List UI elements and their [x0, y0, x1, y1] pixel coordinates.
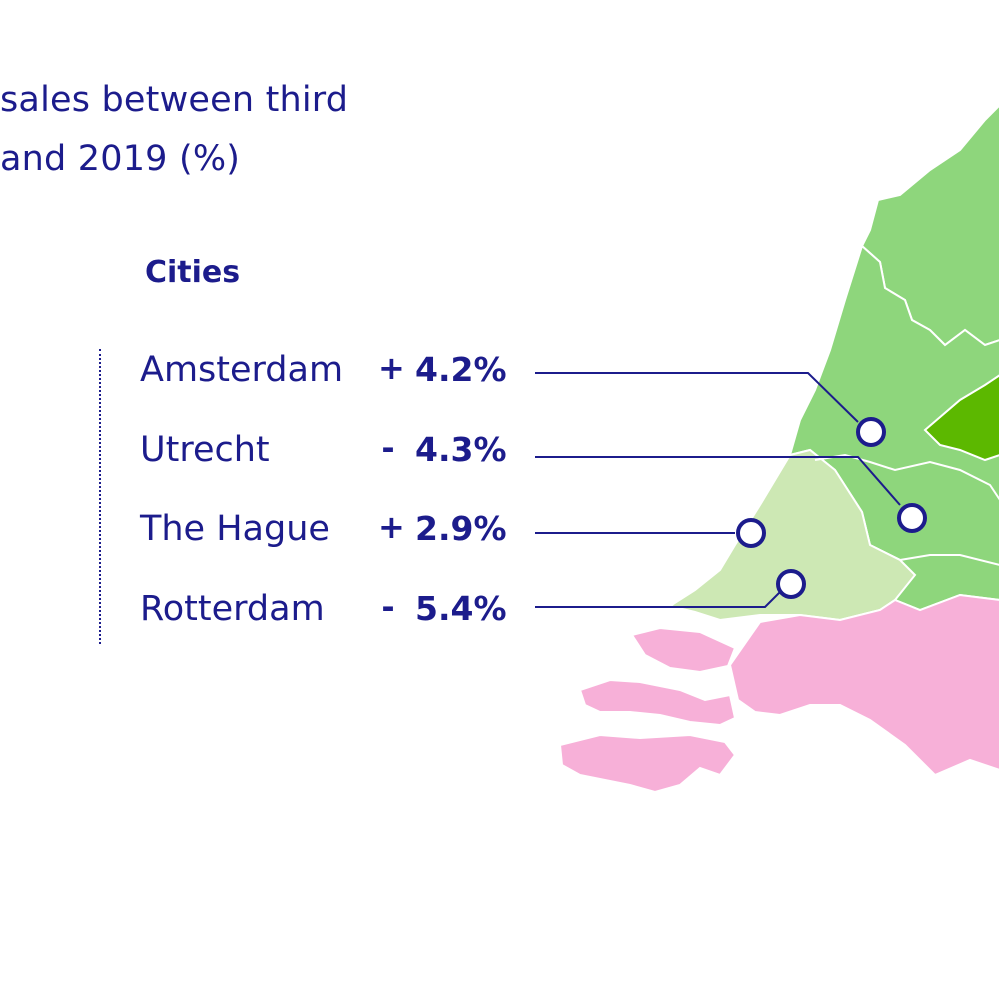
leader-line-amsterdam	[535, 372, 859, 423]
map-title-line-2: and 2019 (%)	[0, 139, 241, 179]
map-region-zeeland-mid	[578, 678, 737, 727]
legend-city-name: Amsterdam	[140, 350, 344, 390]
legend-divider	[99, 349, 101, 644]
city-marker-rotterdam[interactable]	[776, 569, 806, 599]
legend-city-value: 2.9%	[415, 509, 507, 548]
legend-item-amsterdam: Amsterdam + 4.2%	[0, 349, 520, 394]
legend-city-sign: -	[381, 588, 395, 626]
leader-line-utrecht	[535, 456, 901, 506]
legend-city-name: Utrecht	[140, 430, 270, 470]
city-marker-the-hague[interactable]	[736, 518, 766, 548]
map-border-gelderland	[899, 554, 1000, 566]
legend-city-value: 5.4%	[415, 589, 507, 628]
legend-city-value: 4.3%	[415, 430, 507, 469]
city-marker-amsterdam[interactable]	[856, 417, 886, 447]
map-title-line-1: sales between third	[0, 80, 349, 120]
cities-heading: Cities	[145, 255, 241, 290]
city-marker-utrecht[interactable]	[897, 503, 927, 533]
legend-city-value: 4.2%	[415, 350, 507, 389]
map-region-flevoland	[923, 373, 1000, 462]
legend-item-the-hague: The Hague + 2.9%	[0, 508, 520, 553]
map-region-zeeland-north	[630, 626, 737, 674]
legend-city-name: Rotterdam	[140, 589, 325, 629]
map-region-north-brabant	[728, 593, 1000, 777]
legend-item-rotterdam: Rotterdam - 5.4%	[0, 588, 520, 633]
leader-line-rotterdam	[535, 591, 781, 608]
legend-city-name: The Hague	[140, 509, 330, 549]
map-region-zeeland-south	[558, 733, 737, 794]
legend-item-utrecht: Utrecht - 4.3%	[0, 429, 520, 474]
legend-city-sign: -	[381, 429, 395, 467]
